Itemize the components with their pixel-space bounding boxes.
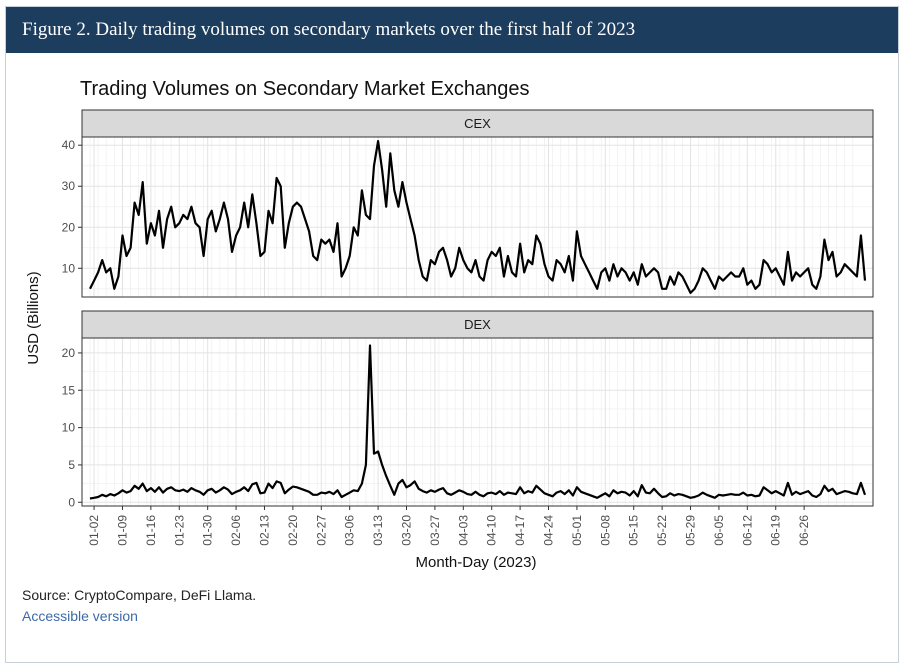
- x-tick-label: 06-12: [740, 515, 754, 546]
- y-tick-label: 15: [62, 383, 76, 397]
- y-tick-label: 0: [68, 495, 75, 509]
- y-tick-label: 10: [62, 261, 76, 275]
- x-tick-label: 01-23: [172, 515, 186, 546]
- x-tick-label: 05-22: [655, 515, 669, 546]
- x-tick-label: 05-29: [684, 515, 698, 546]
- panel-background: [82, 137, 873, 297]
- x-tick-label: 02-06: [229, 515, 243, 546]
- x-tick-label: 06-19: [769, 515, 783, 546]
- y-tick-label: 20: [62, 346, 76, 360]
- x-tick-label: 01-02: [87, 515, 101, 546]
- x-tick-label: 03-13: [371, 515, 385, 546]
- facet-strip-dex: [81, 310, 874, 339]
- facet-label: CEX: [464, 116, 491, 131]
- x-tick-label: 05-15: [627, 515, 641, 546]
- x-tick-label: 02-27: [314, 515, 328, 546]
- figure-header: Figure 2. Daily trading volumes on secon…: [6, 7, 898, 53]
- x-tick-label: 05-08: [598, 515, 612, 546]
- x-tick-label: 05-01: [570, 515, 584, 546]
- x-tick-label: 04-24: [542, 515, 556, 546]
- panel-background: [82, 338, 873, 506]
- x-tick-label: 01-09: [115, 515, 129, 546]
- x-tick-label: 01-16: [144, 515, 158, 546]
- series-line-cex: [89, 140, 867, 294]
- x-tick-label: 01-30: [201, 515, 215, 546]
- x-axis-label: Month-Day (2023): [416, 554, 537, 571]
- facet-label: DEX: [464, 317, 491, 332]
- accessible-version-link[interactable]: Accessible version: [22, 608, 138, 624]
- y-tick-label: 30: [62, 179, 76, 193]
- x-tick-label: 04-10: [485, 515, 499, 546]
- y-tick-label: 10: [62, 421, 76, 435]
- y-tick-label: 5: [68, 458, 75, 472]
- facet-strip-cex: [81, 109, 874, 138]
- x-tick-label: 06-26: [797, 515, 811, 546]
- x-tick-label: 03-27: [428, 515, 442, 546]
- series-line-dex: [89, 344, 867, 500]
- source-note: Source: CryptoCompare, DeFi Llama.: [22, 587, 257, 603]
- x-tick-label: 03-20: [399, 515, 413, 546]
- y-tick-label: 20: [62, 220, 76, 234]
- y-tick-label: 40: [62, 138, 76, 152]
- x-tick-label: 06-05: [712, 515, 726, 546]
- panel-border: [81, 337, 874, 507]
- chart-title: Trading Volumes on Secondary Market Exch…: [80, 78, 530, 100]
- x-tick-label: 02-13: [257, 515, 271, 546]
- panel-border: [81, 136, 874, 298]
- y-axis-label: USD (Billions): [25, 271, 42, 364]
- x-tick-label: 04-17: [513, 515, 527, 546]
- x-tick-label: 02-20: [286, 515, 300, 546]
- x-tick-label: 03-06: [343, 515, 357, 546]
- x-tick-label: 04-03: [456, 515, 470, 546]
